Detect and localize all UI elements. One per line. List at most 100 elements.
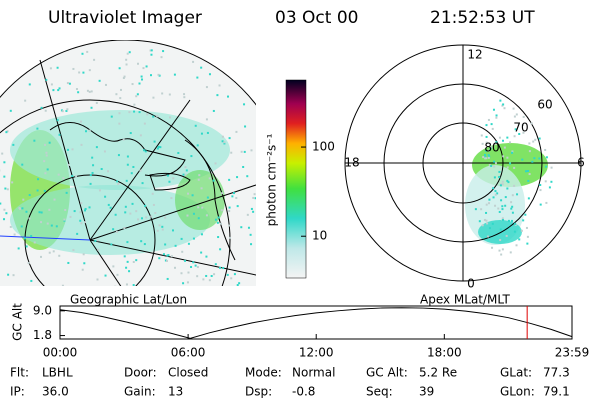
speckle <box>130 172 133 175</box>
speckle <box>221 140 224 143</box>
status-value: 79.1 <box>543 385 570 399</box>
speckle <box>129 311 131 313</box>
speckle <box>503 146 506 149</box>
status-label: Mode: <box>245 366 282 380</box>
speckle <box>156 115 159 118</box>
speckle <box>217 216 220 219</box>
status-value: Normal <box>292 366 335 380</box>
speckle <box>126 241 129 244</box>
speckle <box>201 316 203 318</box>
speckle <box>513 135 516 138</box>
speckle <box>484 157 487 160</box>
speckle <box>190 155 193 158</box>
speckle <box>112 265 115 268</box>
speckle <box>40 106 43 109</box>
speckle <box>504 204 507 207</box>
speckle <box>244 125 247 128</box>
speckle <box>250 149 253 152</box>
speckle <box>3 218 6 221</box>
speckle <box>164 216 167 219</box>
speckle <box>500 199 503 202</box>
speckle <box>61 110 64 113</box>
speckle <box>181 250 184 253</box>
speckle <box>516 193 519 196</box>
speckle <box>501 104 504 107</box>
y-axis-label: GC Alt <box>11 303 25 341</box>
speckle <box>488 155 491 158</box>
status-label: Gain: <box>124 385 156 399</box>
speckle <box>145 216 148 219</box>
speckle <box>496 192 499 195</box>
speckle <box>499 239 502 242</box>
speckle <box>530 122 533 125</box>
speckle <box>123 255 126 258</box>
speckle <box>533 157 536 160</box>
speckle <box>495 141 498 144</box>
speckle <box>485 124 488 127</box>
speckle <box>58 254 61 257</box>
speckle <box>527 197 530 200</box>
speckle <box>77 91 80 94</box>
speckle <box>144 204 147 207</box>
speckle <box>200 233 203 236</box>
speckle <box>79 211 82 214</box>
speckle <box>245 294 247 296</box>
speckle <box>205 214 208 217</box>
speckle <box>196 144 199 147</box>
speckle <box>28 194 31 197</box>
speckle <box>64 308 66 310</box>
speckle <box>205 86 208 89</box>
speckle <box>168 93 171 96</box>
speckle <box>36 127 39 130</box>
speckle <box>66 108 69 111</box>
speckle <box>113 355 115 357</box>
speckle <box>119 97 122 100</box>
speckle <box>216 221 219 224</box>
speckle <box>250 243 253 246</box>
speckle <box>98 79 101 82</box>
polar-plot <box>344 44 582 282</box>
lat-label: 60 <box>537 98 552 112</box>
speckle <box>235 130 238 133</box>
speckle <box>13 233 16 236</box>
speckle <box>493 143 496 146</box>
speckle <box>137 218 140 221</box>
speckle <box>28 314 30 316</box>
speckle <box>224 299 226 301</box>
speckle <box>84 221 87 224</box>
speckle <box>153 140 156 143</box>
speckle <box>498 136 501 139</box>
speckle <box>116 273 119 276</box>
speckle <box>498 210 501 213</box>
speckle <box>548 186 551 189</box>
speckle <box>184 259 187 262</box>
speckle <box>228 206 231 209</box>
speckle <box>252 196 255 199</box>
speckle <box>158 74 161 77</box>
status-label: GLon: <box>500 385 535 399</box>
status-label: IP: <box>10 385 25 399</box>
speckle <box>140 217 143 220</box>
speckle <box>539 183 542 186</box>
speckle <box>158 257 161 260</box>
speckle <box>249 233 252 236</box>
speckle <box>55 225 58 228</box>
speckle <box>539 203 542 206</box>
speckle <box>226 273 229 276</box>
speckle <box>40 211 43 214</box>
speckle <box>56 66 59 69</box>
speckle <box>487 149 490 152</box>
speckle <box>46 222 49 225</box>
speckle <box>172 177 175 180</box>
speckle <box>91 156 94 159</box>
speckle <box>138 82 141 85</box>
speckle <box>525 170 528 173</box>
speckle <box>115 230 118 233</box>
speckle <box>126 52 129 55</box>
speckle <box>550 166 553 169</box>
speckle <box>166 259 169 262</box>
speckle <box>208 334 210 336</box>
colorbar-label: photon cm⁻²s⁻¹ <box>265 133 279 226</box>
speckle <box>214 312 216 314</box>
speckle <box>149 49 152 52</box>
